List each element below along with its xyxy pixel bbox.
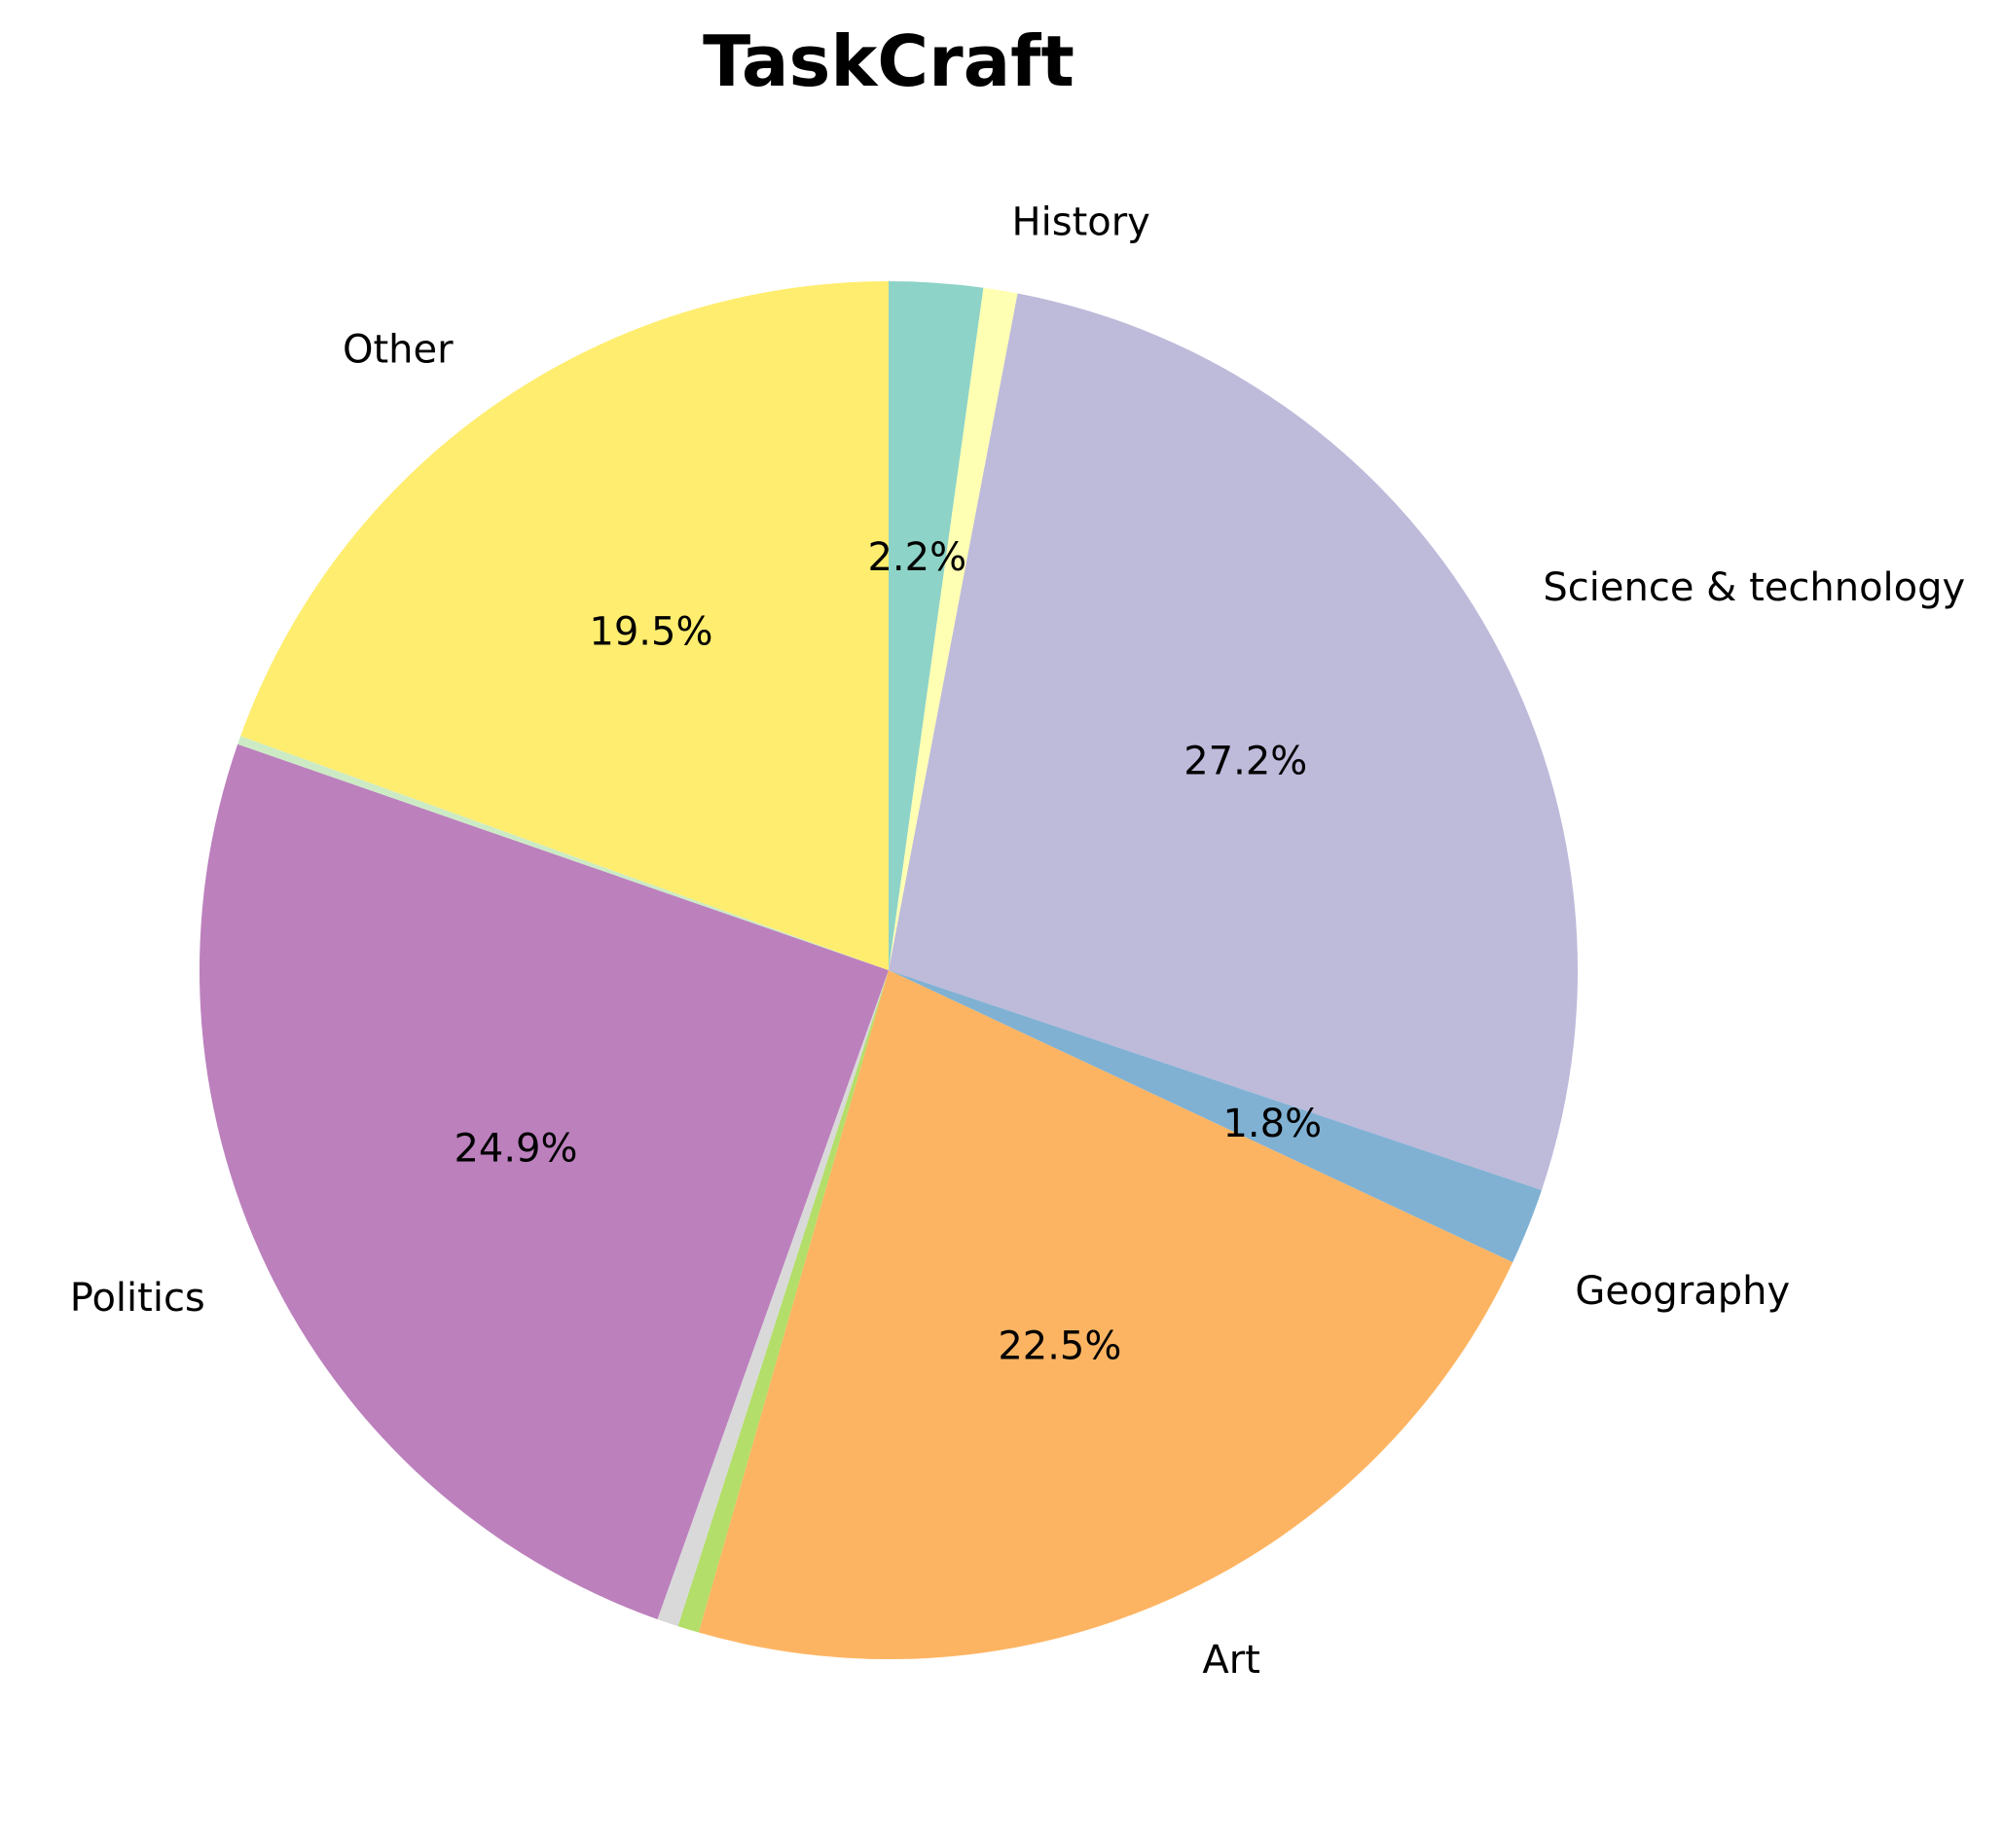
percent-label-segment-4: 1.8% <box>1222 1102 1322 1146</box>
pie-slice-science-technology <box>889 293 1578 1190</box>
pie-slice-politics <box>199 743 889 1619</box>
pie-slice-segment-9 <box>657 970 889 1627</box>
pie-slice-other <box>240 281 890 970</box>
slice-label-other: Other <box>343 328 454 373</box>
pie-slice-segment-4 <box>889 970 1542 1263</box>
percent-labels: 2.2% 27.2% 1.8% 22.5% 24.9% 19.5% <box>454 535 1322 1368</box>
pie-slice-segment-11 <box>237 736 890 970</box>
slice-label-science-technology: Science & technology <box>1543 565 1965 610</box>
percent-label-politics: 24.9% <box>454 1127 577 1172</box>
pie-slice-segment-1 <box>889 281 984 970</box>
pie-slice-segment-7 <box>677 970 889 1633</box>
slice-label-geography: Geography <box>1575 1269 1790 1314</box>
slice-label-art: Art <box>1202 1638 1260 1683</box>
slice-label-history: History <box>1012 200 1150 245</box>
percent-label-science-technology: 27.2% <box>1184 740 1307 784</box>
pie-slice-art <box>698 970 1513 1659</box>
percent-label-segment-1: 2.2% <box>867 535 966 580</box>
slice-label-politics: Politics <box>70 1276 205 1321</box>
slice-labels: History Science & technology Geography Art P… <box>70 200 1965 1683</box>
percent-label-art: 22.5% <box>998 1324 1121 1369</box>
percent-label-other: 19.5% <box>589 609 712 654</box>
pie-slice-history <box>889 287 1018 970</box>
chart-title: TaskCraft <box>703 20 1074 102</box>
pie-slices <box>199 281 1578 1659</box>
